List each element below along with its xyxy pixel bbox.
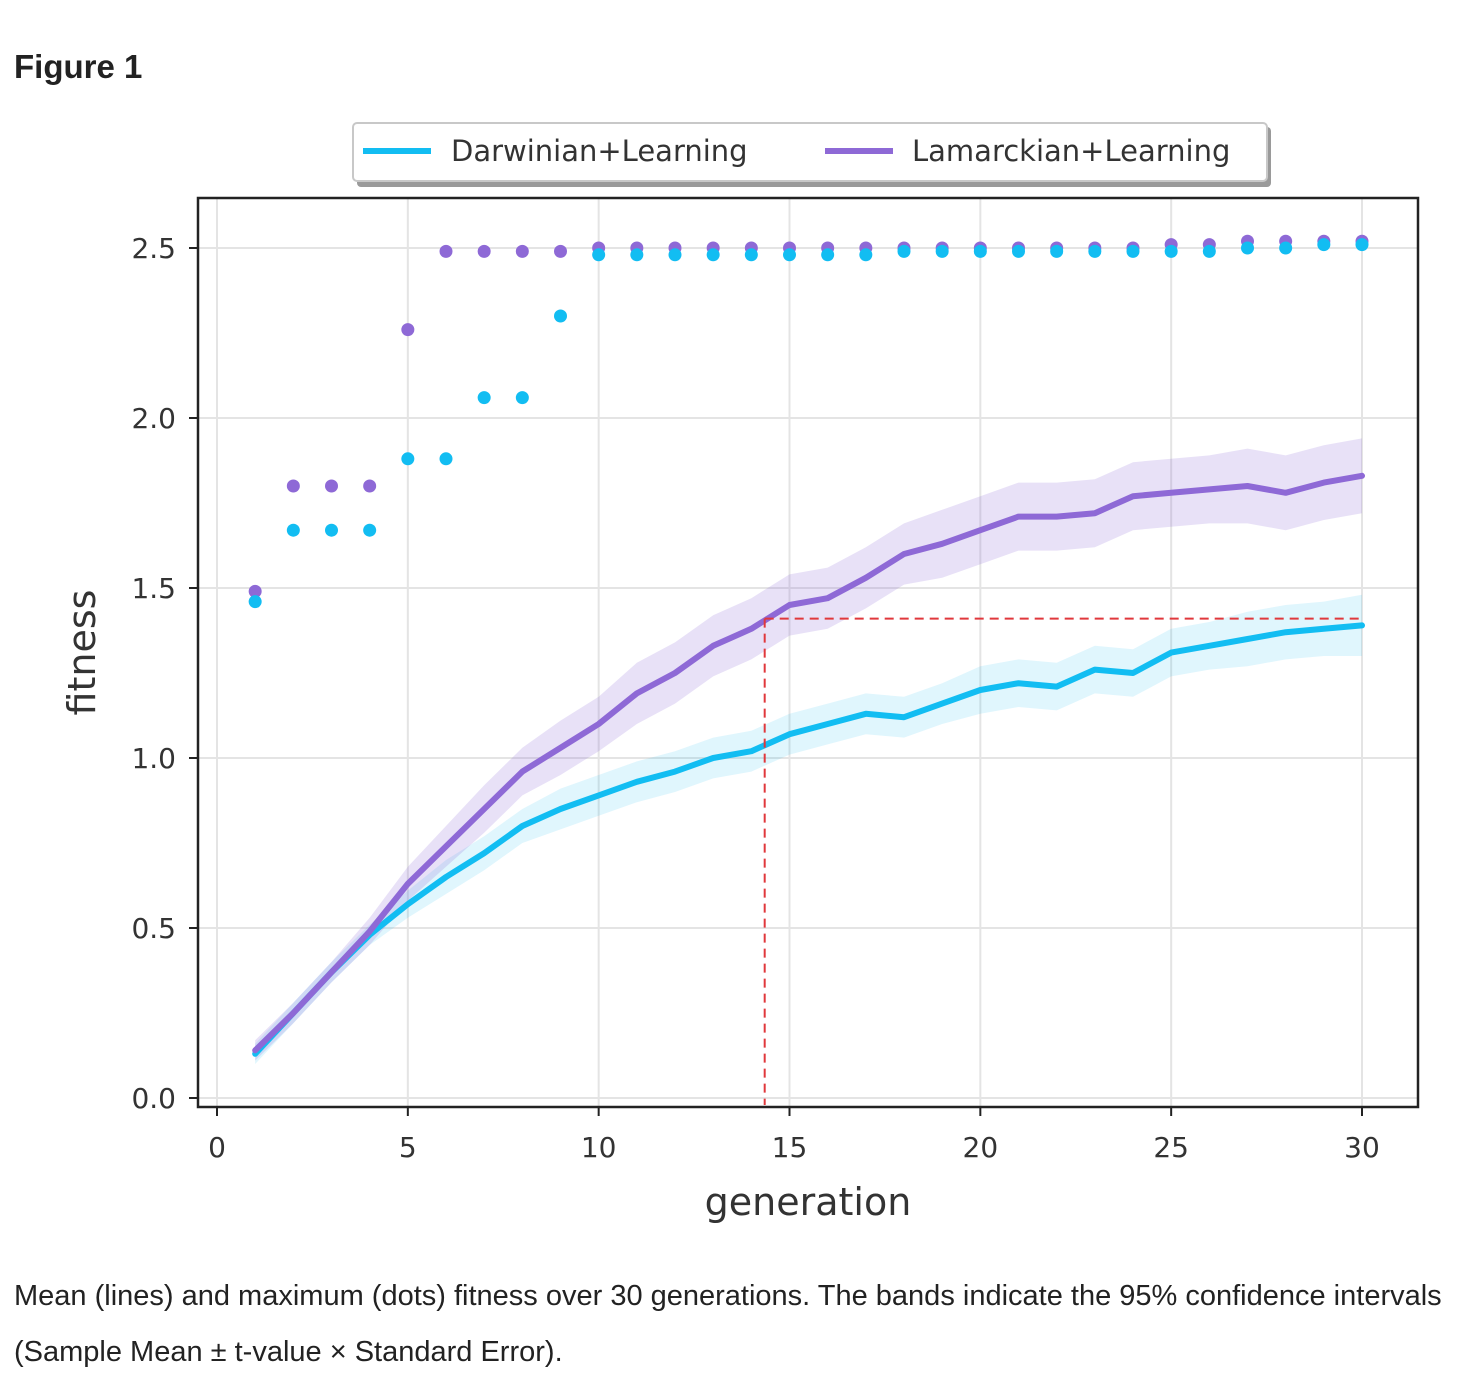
y-tick-label: 0.0: [131, 1082, 176, 1115]
y-tick-label: 1.5: [131, 572, 176, 605]
mean-line-lamarckian: [252, 472, 1365, 1054]
max-dot-darwinian: [1241, 241, 1254, 255]
max-dot-darwinian: [1012, 244, 1025, 258]
confidence-bands: [255, 438, 1363, 1064]
max-dot-darwinian: [1355, 238, 1369, 252]
max-dot-darwinian: [783, 248, 796, 262]
y-tick-label: 1.0: [131, 742, 176, 775]
max-dot-darwinian: [477, 391, 491, 405]
max-dot-lamarckian: [554, 244, 567, 258]
max-dot-lamarckian: [515, 244, 529, 258]
mean-line-darwinian: [252, 622, 1365, 1057]
plot-frame: [196, 196, 1420, 1109]
max-dot-darwinian: [973, 244, 987, 258]
y-tick-label: 0.5: [131, 912, 176, 945]
x-tick-label: 5: [399, 1131, 417, 1164]
max-dot-lamarckian: [363, 479, 377, 493]
max-dots: [248, 234, 1369, 609]
axes: 0.0 0.5 1.0 1.5 2.0 2.5 0 5 10 15 20 25 30 generation…: [60, 196, 1420, 1224]
legend-box: [352, 122, 1268, 182]
x-tick-label: 10: [581, 1131, 617, 1164]
y-tick-label: 2.0: [131, 402, 176, 435]
grid-lines: [198, 198, 1418, 1107]
x-tick-label: 20: [963, 1131, 999, 1164]
max-dot-darwinian: [286, 523, 300, 537]
max-dot-darwinian: [363, 523, 377, 537]
x-axis-label: generation: [705, 1180, 912, 1224]
max-dot-darwinian: [897, 244, 911, 258]
max-dot-lamarckian: [248, 584, 262, 598]
mean-lines: [252, 472, 1365, 1057]
max-dot-darwinian: [1050, 244, 1064, 258]
x-tick-label: 25: [1153, 1131, 1189, 1164]
figure-title: Figure 1: [14, 48, 143, 85]
max-dot-darwinian: [515, 391, 529, 405]
max-dot-darwinian: [1126, 244, 1140, 258]
max-dot-darwinian: [859, 248, 873, 262]
y-tick-label: 2.5: [131, 232, 176, 265]
max-dot-darwinian: [1164, 244, 1178, 258]
legend-label-lamarckian: Lamarckian+Learning: [912, 134, 1230, 168]
max-dot-lamarckian: [439, 244, 453, 258]
figure-caption: Mean (lines) and maximum (dots) fitness …: [14, 1280, 1442, 1368]
x-tick-label: 0: [208, 1131, 226, 1164]
max-dot-darwinian: [1088, 244, 1102, 258]
max-dot-darwinian: [630, 248, 644, 262]
y-axis-label: fitness: [60, 590, 104, 716]
max-dot-lamarckian: [286, 479, 300, 493]
legend: Darwinian+Learning Lamarckian+Learning: [352, 122, 1271, 187]
max-dot-lamarckian: [401, 323, 415, 337]
max-dot-darwinian: [935, 244, 949, 258]
max-dot-darwinian: [744, 248, 758, 262]
ci-band-lamarckian: [255, 438, 1363, 1061]
max-dot-darwinian: [1317, 238, 1331, 252]
max-dot-darwinian: [668, 248, 682, 262]
max-dot-darwinian: [1202, 244, 1216, 258]
max-dot-darwinian: [325, 523, 338, 537]
max-dot-lamarckian: [325, 479, 338, 493]
max-dot-darwinian: [439, 452, 453, 466]
ci-band-darwinian: [255, 594, 1363, 1064]
max-dot-lamarckian: [477, 244, 491, 258]
max-dot-darwinian: [592, 248, 606, 262]
reference-annotation: [763, 617, 1362, 1105]
max-dot-darwinian: [706, 248, 720, 262]
max-dot-darwinian: [248, 595, 262, 609]
max-dot-darwinian: [1279, 241, 1293, 255]
max-dot-darwinian: [401, 452, 415, 466]
legend-label-darwinian: Darwinian+Learning: [451, 134, 748, 168]
x-tick-label: 30: [1344, 1131, 1380, 1164]
x-tick-label: 15: [772, 1131, 808, 1164]
fitness-chart: 0.0 0.5 1.0 1.5 2.0 2.5 0 5 10 15 20 25 30 generation…: [60, 122, 1420, 1224]
max-dot-darwinian: [821, 248, 835, 262]
max-dot-darwinian: [554, 309, 567, 323]
